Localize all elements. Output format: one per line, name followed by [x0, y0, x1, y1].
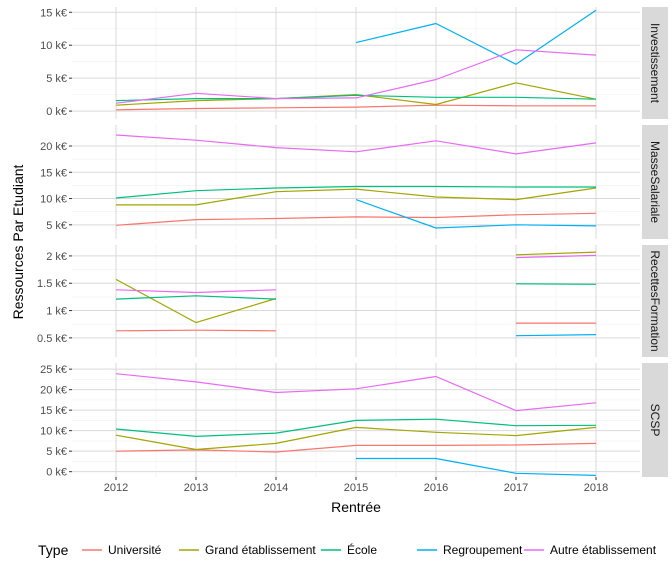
- series-line: [115, 278, 277, 324]
- series-line: [355, 199, 597, 229]
- legend-label: École: [347, 542, 377, 557]
- series-line: [515, 251, 597, 256]
- y-tick-label: 15 k€: [40, 167, 67, 179]
- x-axis: 2012 2013 2014 2015 2016 2017 2018: [104, 477, 608, 494]
- y-tick-label: 1.5 k€: [37, 278, 67, 290]
- y-tick-label: 0 k€: [46, 467, 67, 479]
- x-tick-label: 2014: [264, 482, 288, 494]
- y-tick-label: 20 k€: [40, 141, 67, 153]
- y-tick-label: 5 k€: [46, 220, 67, 232]
- facet-panel: 0 k€ 5 k€ 10 k€ 15 k€ Investissement: [40, 7, 668, 119]
- legend: Type Université Grand établissement École R…: [38, 542, 657, 558]
- x-axis-title: Rentrée: [331, 499, 381, 515]
- y-tick-label: 10 k€: [40, 194, 67, 206]
- y-tick-label: 5 k€: [46, 446, 67, 458]
- x-tick-label: 2016: [424, 482, 448, 494]
- legend-label: Grand établissement: [205, 543, 316, 557]
- y-tick-label: 5 k€: [46, 73, 67, 85]
- y-tick-label: 1 k€: [46, 306, 67, 318]
- y-tick-label: 15 k€: [40, 7, 67, 19]
- y-tick-label: 0 k€: [46, 106, 67, 118]
- series-line: [115, 426, 597, 451]
- facet-panel: 5 k€ 10 k€ 15 k€ 20 k€ MasseSalariale: [40, 125, 668, 239]
- series-line: [356, 457, 597, 476]
- y-tick-label: 2 k€: [46, 251, 67, 263]
- y-tick-label: 25 k€: [40, 364, 67, 376]
- x-tick-label: 2018: [584, 482, 608, 494]
- facet-strip-label: Investissement: [648, 23, 662, 104]
- y-tick-label: 20 k€: [40, 385, 67, 397]
- y-tick-label: 15 k€: [40, 405, 67, 417]
- series-line: [515, 334, 597, 337]
- facet-panel: 0 k€ 5 k€ 10 k€ 15 k€ 20 k€ 25 k€ SCSP: [40, 363, 668, 479]
- legend-title: Type: [38, 542, 69, 558]
- facet-strip: [642, 245, 668, 357]
- y-tick-label: 10 k€: [40, 426, 67, 438]
- series-line: [115, 94, 597, 102]
- legend-label: Université: [108, 543, 162, 557]
- facet-strip: [642, 363, 668, 477]
- series-line: [115, 295, 277, 300]
- series-line: [115, 185, 596, 199]
- series-line: [515, 254, 597, 259]
- series-line: [115, 104, 596, 111]
- legend-label: Autre établissement: [550, 543, 657, 557]
- facet-strip: [642, 7, 668, 119]
- facet-strip: [642, 125, 668, 239]
- facet-panel: 0.5 k€ 1 k€ 1.5 k€ 2 k€ RecettesFormation: [37, 245, 668, 357]
- series-line: [115, 82, 597, 106]
- x-tick-label: 2012: [104, 482, 128, 494]
- series-line: [115, 373, 597, 412]
- series-line: [515, 283, 597, 285]
- series-line: [115, 134, 597, 155]
- y-tick-label: 0.5 k€: [37, 333, 67, 345]
- series-line: [116, 187, 597, 206]
- facet-strip-label: RecettesFormation: [648, 250, 662, 351]
- series-line: [355, 9, 597, 65]
- facet-strip-label: SCSP: [648, 404, 662, 437]
- x-tick-label: 2013: [184, 482, 208, 494]
- facet-strip-label: MasseSalariale: [648, 141, 662, 223]
- x-tick-label: 2015: [344, 482, 368, 494]
- series-line: [115, 418, 597, 437]
- series-line: [115, 289, 277, 294]
- legend-label: Regroupement: [443, 543, 523, 557]
- y-tick-label: 10 k€: [40, 40, 67, 52]
- y-axis-title: Ressources Par Etudiant: [10, 164, 26, 319]
- series-line: [115, 329, 277, 332]
- series-line: [115, 49, 597, 104]
- x-tick-label: 2017: [504, 482, 528, 494]
- series-line: [115, 212, 597, 226]
- facet-panels: 0 k€ 5 k€ 10 k€ 15 k€ Investissement 5 k€ 10 k…: [37, 7, 668, 479]
